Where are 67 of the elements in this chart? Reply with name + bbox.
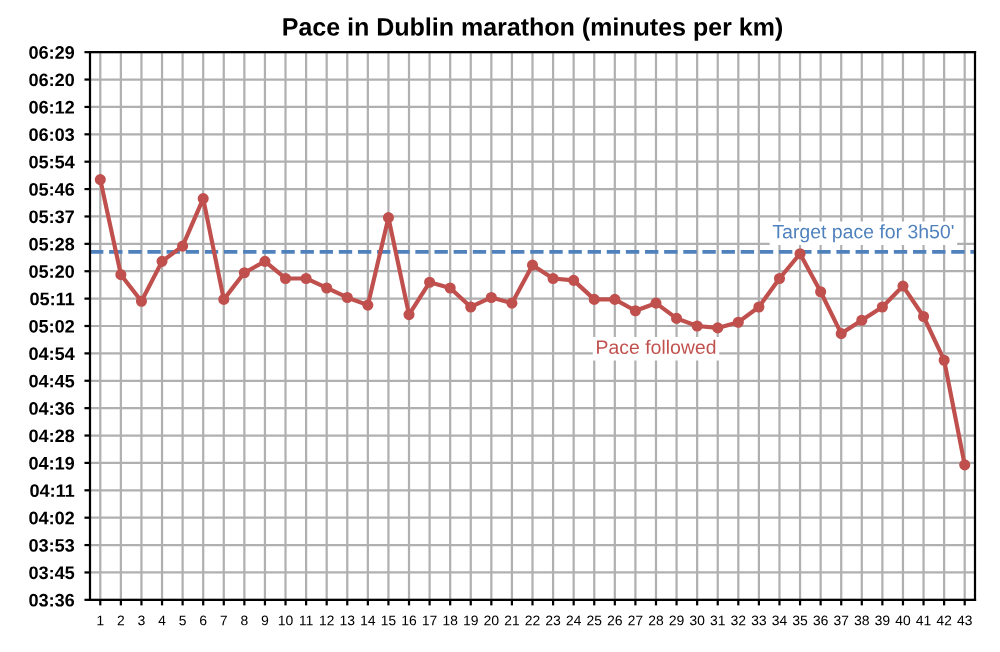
point bbox=[712, 322, 724, 334]
point bbox=[794, 248, 806, 260]
point bbox=[876, 301, 888, 313]
y-tick-label: 05:28 bbox=[29, 237, 75, 251]
point bbox=[897, 280, 909, 292]
point bbox=[485, 291, 497, 304]
point bbox=[856, 314, 868, 326]
point bbox=[341, 291, 353, 304]
y-tick-label: 04:11 bbox=[30, 484, 75, 498]
point bbox=[650, 297, 662, 309]
y-tick-label: 05:46 bbox=[29, 183, 75, 196]
y-tick-label: 04:19 bbox=[29, 456, 75, 470]
point bbox=[382, 212, 394, 224]
point bbox=[300, 272, 312, 285]
point bbox=[959, 459, 971, 471]
chart-title: Pace in Dublin marathon (minutes per km) bbox=[283, 17, 783, 41]
point bbox=[773, 272, 786, 285]
y-tick-label: 05:11 bbox=[30, 292, 75, 306]
point bbox=[321, 282, 333, 294]
point bbox=[917, 310, 930, 323]
y-tick-label: 05:37 bbox=[29, 210, 74, 224]
point bbox=[671, 312, 683, 324]
point bbox=[259, 255, 271, 267]
point bbox=[465, 301, 477, 313]
point bbox=[197, 193, 209, 205]
point bbox=[691, 320, 703, 332]
point bbox=[609, 293, 621, 305]
point bbox=[177, 240, 189, 252]
point bbox=[815, 286, 827, 298]
point bbox=[629, 305, 641, 317]
y-tick-label: 06:29 bbox=[29, 46, 75, 59]
point bbox=[238, 267, 250, 279]
y-tick-label: 05:20 bbox=[29, 265, 74, 278]
point bbox=[526, 259, 539, 271]
point bbox=[135, 295, 148, 307]
y-tick-label: 06:12 bbox=[29, 100, 74, 114]
point bbox=[588, 293, 600, 305]
point bbox=[444, 282, 456, 294]
point bbox=[732, 316, 744, 328]
point bbox=[424, 276, 436, 288]
point bbox=[218, 293, 230, 305]
point bbox=[115, 269, 127, 281]
point bbox=[938, 354, 950, 366]
point bbox=[279, 272, 292, 285]
ref-line-label: Target pace for 3h50' bbox=[772, 224, 954, 243]
y-tick-label: 03:53 bbox=[29, 539, 75, 552]
y-tick-label: 04:02 bbox=[29, 511, 74, 525]
point bbox=[568, 274, 580, 286]
point bbox=[835, 328, 847, 340]
y-tick-label: 04:54 bbox=[29, 347, 75, 361]
y-tick-label: 04:45 bbox=[29, 374, 75, 388]
point bbox=[753, 301, 765, 313]
point bbox=[506, 297, 518, 309]
y-tick-label: 05:54 bbox=[29, 155, 75, 169]
series-label: Pace followed bbox=[597, 339, 716, 355]
y-tick-label: 06:20 bbox=[29, 73, 74, 87]
point bbox=[403, 309, 415, 321]
y-tick-label: 04:28 bbox=[29, 429, 75, 443]
point bbox=[156, 255, 168, 267]
point bbox=[362, 299, 374, 311]
y-tick-label: 05:02 bbox=[29, 319, 74, 333]
point bbox=[94, 174, 106, 186]
point bbox=[547, 272, 559, 285]
y-tick-label: 03:36 bbox=[29, 593, 75, 607]
y-tick-label: 06:03 bbox=[29, 128, 75, 142]
y-tick-label: 04:36 bbox=[29, 402, 75, 415]
y-tick-label: 03:45 bbox=[29, 566, 75, 580]
